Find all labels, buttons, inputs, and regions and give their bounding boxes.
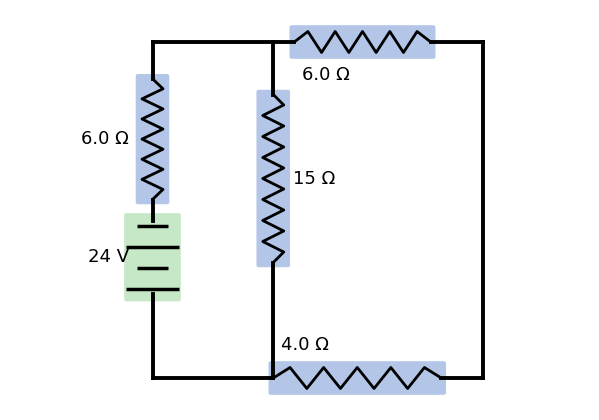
FancyBboxPatch shape	[289, 25, 435, 59]
FancyBboxPatch shape	[268, 361, 446, 395]
FancyBboxPatch shape	[124, 213, 181, 302]
FancyBboxPatch shape	[136, 74, 170, 204]
Text: 6.0 Ω: 6.0 Ω	[81, 130, 129, 148]
FancyBboxPatch shape	[256, 90, 290, 267]
Text: 15 Ω: 15 Ω	[293, 170, 335, 187]
Text: 24 V: 24 V	[87, 248, 129, 266]
Text: 4.0 Ω: 4.0 Ω	[281, 336, 329, 354]
Text: 6.0 Ω: 6.0 Ω	[302, 66, 350, 84]
